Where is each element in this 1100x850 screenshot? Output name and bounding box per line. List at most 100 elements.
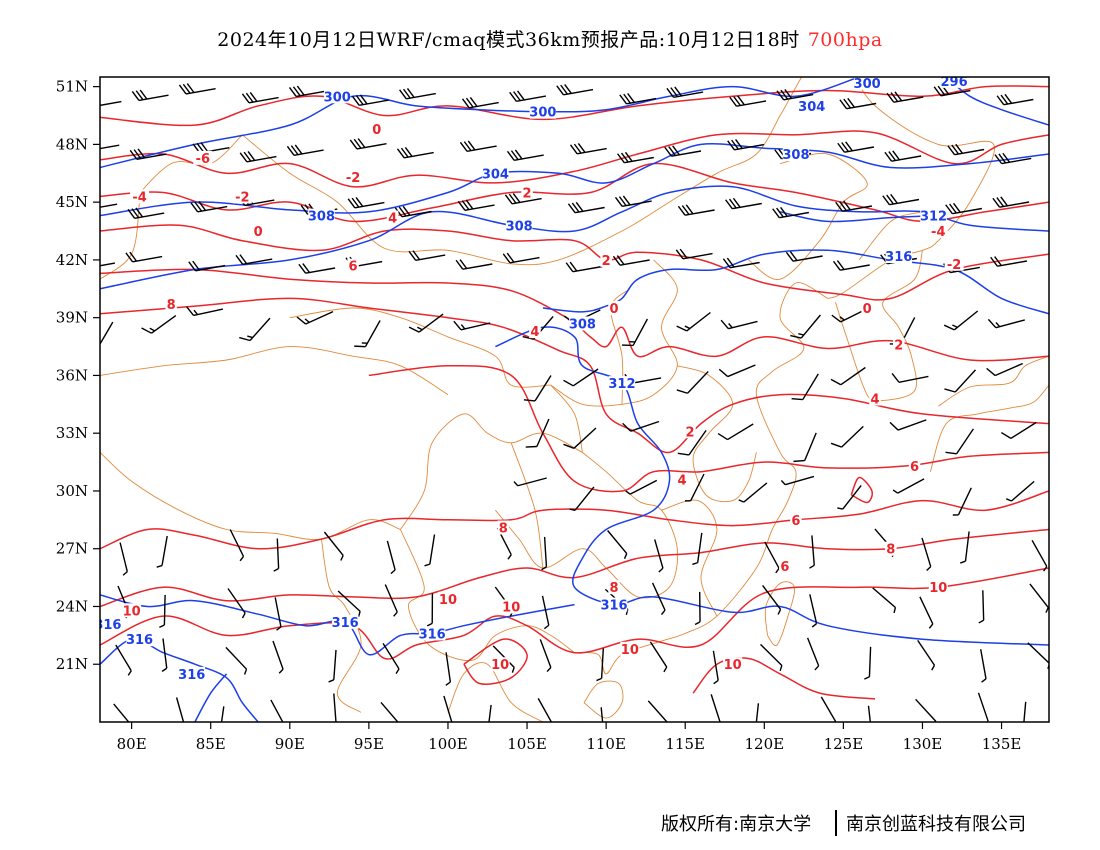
wind-barb [509, 90, 547, 102]
temperature-label-bg [490, 657, 510, 672]
wind-barb [772, 206, 810, 219]
wind-barb [760, 643, 783, 671]
temperature-contour [100, 268, 1049, 362]
temperature-label-bg [193, 150, 213, 165]
wind-barb [835, 200, 873, 212]
temperature-label: 2 [685, 425, 694, 440]
height-label: 308 [782, 148, 809, 163]
temperature-label: -6 [196, 152, 210, 167]
height-label-bg [126, 632, 153, 647]
wind-barb [600, 707, 605, 722]
y-tick-label: 36N [56, 366, 88, 384]
wind-barb [915, 698, 937, 722]
temperature-label: 10 [439, 593, 457, 608]
height-label: 316 [94, 618, 121, 633]
height-contour [100, 185, 1049, 290]
wind-barb [666, 86, 704, 98]
wind-barb [382, 643, 400, 674]
wind-barb [664, 145, 702, 157]
wind-barb [651, 582, 666, 615]
temperature-label: 6 [910, 460, 919, 475]
wind-barb [891, 372, 929, 383]
height-contour [100, 594, 575, 656]
temperature-label: 10 [491, 658, 509, 673]
pressure-level-label: 700hpa [807, 29, 883, 51]
temperature-label-bg [122, 603, 142, 618]
temperature-label-bg [928, 224, 948, 239]
height-contour [194, 673, 228, 722]
temperature-label-bg [600, 252, 612, 267]
wind-barb [776, 89, 814, 101]
x-tick-label: 85E [196, 735, 226, 753]
wind-barb [933, 85, 971, 97]
wind-barb [229, 529, 245, 562]
temperature-label-bg [497, 520, 510, 535]
wind-barb [727, 139, 765, 151]
copyright-bar: 版权所有:南京大学 南京创蓝科技有限公司 [0, 810, 1100, 836]
temperature-label: 10 [621, 643, 639, 658]
wind-barb [882, 193, 920, 206]
y-tick-label: 27N [56, 540, 88, 558]
wind-barb [386, 540, 396, 575]
height-label: 300 [854, 77, 881, 92]
temperature-label: 10 [929, 581, 947, 596]
wind-barb [565, 261, 603, 273]
x-tick-label: 135E [982, 735, 1022, 753]
temperature-label-bg [608, 580, 620, 595]
wind-barb [461, 97, 499, 109]
y-tick-label: 24N [56, 597, 88, 615]
height-label: 316 [332, 616, 359, 631]
wind-barb [399, 88, 436, 100]
wind-barb [889, 419, 927, 431]
contour-labels: 0 -6 -2 2 -4 -2 0 4 6 8 2 0 4 0 -4 -2 2 4 6 2 4 6 8 8 6 8 10 10 10 10… [94, 77, 968, 683]
y-tick-label: 48N [56, 135, 88, 153]
wind-barb [1006, 480, 1035, 502]
wind-barb [676, 311, 711, 332]
temperature-contour [100, 528, 1049, 608]
wind-barb [506, 149, 544, 161]
temperature-label-bg [928, 580, 948, 595]
temperature-label-bg [252, 224, 264, 239]
wind-barb [809, 594, 818, 628]
wind-barb [525, 418, 550, 448]
wind-barb [424, 534, 436, 567]
wind-barb [556, 84, 594, 96]
wind-barb [780, 475, 815, 486]
wind-barb [952, 487, 972, 516]
copyright-divider [835, 810, 837, 836]
temperature-label: 0 [254, 225, 263, 240]
wind-barb [273, 538, 280, 572]
wind-barb [677, 429, 707, 456]
wind-barb [692, 532, 703, 566]
wind-barb [563, 368, 599, 387]
wind-barb [298, 263, 336, 274]
height-label-bg [178, 666, 205, 681]
x-tick-label: 105E [507, 735, 547, 753]
temperature-label-bg [892, 337, 905, 352]
temperature-label-bg [869, 391, 881, 406]
temperature-label-bg [347, 258, 359, 273]
height-label-bg [608, 376, 636, 391]
y-tick-label: 42N [56, 251, 88, 269]
height-label-bg [940, 77, 968, 88]
wind-barb [539, 639, 552, 673]
wind-barb [190, 201, 228, 213]
height-label-bg [853, 77, 881, 90]
plot-background [100, 77, 1049, 722]
temperature-label: 10 [123, 604, 141, 619]
temperature-contour [850, 476, 873, 504]
wind-barb [272, 640, 284, 674]
wind-barb [718, 364, 756, 378]
wind-barb [790, 314, 821, 339]
border-line [495, 452, 679, 599]
wind-barb [712, 650, 719, 685]
height-label-bg [331, 614, 359, 629]
height-label-bg [600, 597, 628, 612]
y-tick-label: 39N [56, 309, 88, 327]
wind-barb [625, 479, 658, 495]
temperature-label: 6 [791, 514, 800, 529]
wind-barb [1000, 421, 1037, 439]
x-tick-label: 130E [903, 735, 943, 753]
y-tick-label: 45N [56, 193, 88, 211]
wind-barb [607, 530, 628, 559]
